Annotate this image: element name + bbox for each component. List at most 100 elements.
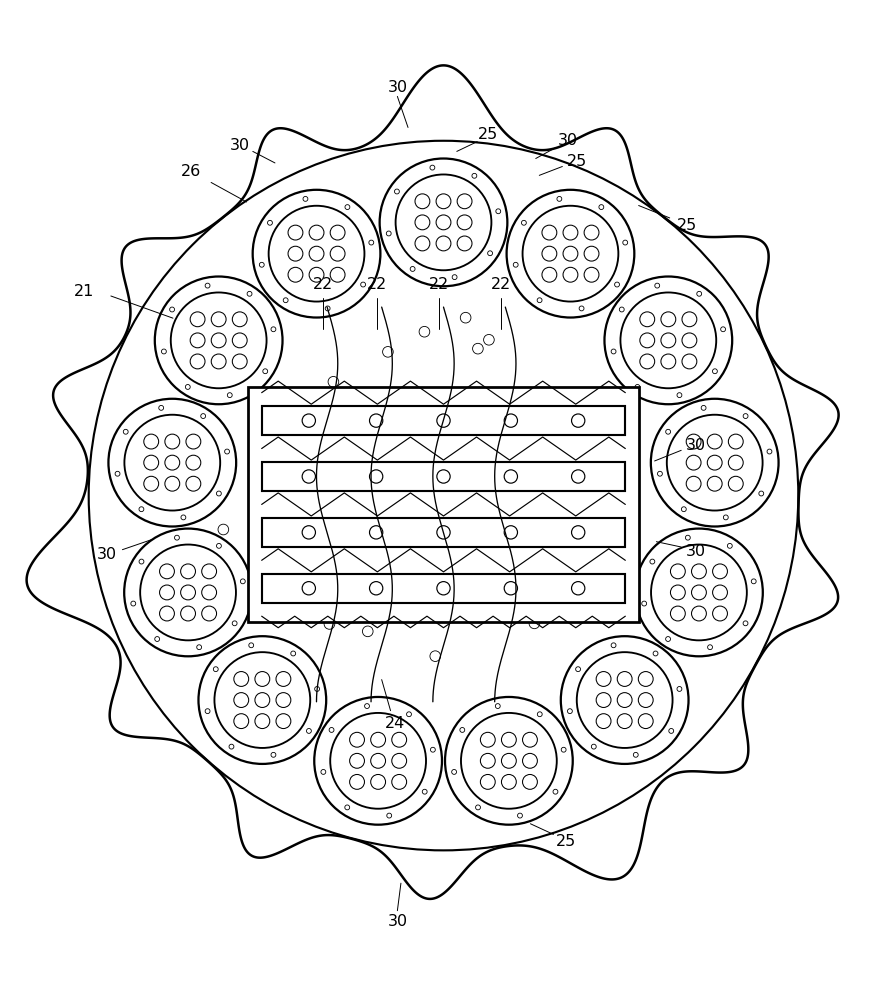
Circle shape (379, 159, 507, 286)
Circle shape (537, 298, 541, 303)
Circle shape (598, 205, 603, 210)
Circle shape (650, 545, 746, 640)
Circle shape (175, 535, 179, 540)
Circle shape (495, 209, 500, 214)
Circle shape (472, 343, 483, 354)
Circle shape (311, 423, 322, 434)
Circle shape (185, 385, 190, 389)
Circle shape (513, 262, 517, 267)
Text: 30: 30 (387, 80, 407, 95)
Circle shape (634, 529, 762, 656)
Circle shape (345, 805, 349, 810)
Circle shape (364, 704, 369, 708)
Circle shape (487, 251, 492, 256)
Circle shape (303, 196, 307, 201)
Circle shape (758, 491, 763, 496)
Circle shape (567, 709, 571, 714)
Circle shape (262, 369, 268, 374)
Circle shape (451, 600, 462, 610)
Circle shape (181, 515, 185, 520)
Circle shape (232, 621, 237, 626)
Text: 22: 22 (429, 277, 448, 292)
Text: 30: 30 (686, 438, 705, 453)
Circle shape (161, 349, 167, 354)
Text: 22: 22 (312, 277, 332, 292)
Circle shape (268, 220, 272, 225)
Circle shape (614, 282, 618, 287)
Circle shape (218, 524, 229, 535)
Circle shape (603, 277, 731, 404)
Circle shape (329, 728, 334, 732)
Circle shape (253, 190, 380, 318)
Circle shape (471, 173, 477, 178)
Circle shape (707, 645, 711, 650)
Circle shape (727, 543, 732, 548)
Circle shape (676, 687, 681, 691)
Circle shape (154, 637, 159, 641)
Circle shape (268, 206, 364, 302)
Circle shape (283, 298, 288, 303)
Circle shape (742, 414, 747, 418)
Text: 26: 26 (181, 164, 200, 179)
Circle shape (719, 327, 725, 332)
Circle shape (159, 405, 163, 410)
Circle shape (685, 535, 689, 540)
Circle shape (680, 507, 686, 512)
Circle shape (349, 534, 360, 545)
Text: 25: 25 (677, 218, 696, 233)
Circle shape (124, 529, 252, 656)
Circle shape (612, 515, 623, 525)
Circle shape (314, 697, 441, 825)
Circle shape (227, 393, 232, 398)
Text: 21: 21 (74, 284, 94, 299)
Circle shape (515, 400, 525, 411)
Circle shape (430, 747, 435, 752)
Circle shape (422, 481, 432, 492)
Circle shape (494, 704, 500, 708)
Circle shape (575, 667, 579, 672)
Circle shape (618, 307, 624, 312)
Circle shape (641, 601, 646, 606)
Text: 30: 30 (229, 138, 249, 153)
Circle shape (576, 652, 672, 748)
Circle shape (556, 196, 561, 201)
Circle shape (240, 579, 245, 584)
Circle shape (591, 744, 595, 749)
Circle shape (461, 501, 471, 511)
Text: 22: 22 (490, 277, 510, 292)
Text: 25: 25 (566, 154, 586, 169)
Circle shape (409, 267, 415, 271)
Circle shape (561, 747, 565, 752)
Circle shape (139, 507, 144, 512)
Circle shape (205, 709, 210, 714)
Circle shape (345, 205, 349, 210)
Circle shape (461, 713, 556, 809)
Circle shape (224, 449, 229, 454)
Circle shape (452, 275, 456, 280)
Circle shape (654, 283, 659, 288)
Circle shape (271, 327, 276, 332)
Circle shape (422, 789, 427, 794)
Circle shape (723, 515, 727, 520)
Text: 22: 22 (367, 277, 387, 292)
Circle shape (229, 744, 234, 749)
Circle shape (322, 455, 332, 465)
Circle shape (382, 347, 392, 357)
Circle shape (469, 538, 479, 548)
Bar (261, 406, 625, 435)
Circle shape (537, 712, 541, 717)
Circle shape (528, 618, 539, 629)
Bar (261, 574, 625, 603)
Circle shape (475, 805, 480, 810)
Bar (261, 462, 625, 491)
Circle shape (517, 813, 522, 818)
Circle shape (395, 174, 491, 270)
Circle shape (610, 643, 615, 648)
Circle shape (619, 292, 715, 388)
Bar (261, 518, 625, 547)
Circle shape (460, 312, 470, 323)
Circle shape (115, 471, 120, 476)
Circle shape (579, 306, 583, 311)
Circle shape (540, 455, 551, 465)
Circle shape (386, 813, 392, 818)
